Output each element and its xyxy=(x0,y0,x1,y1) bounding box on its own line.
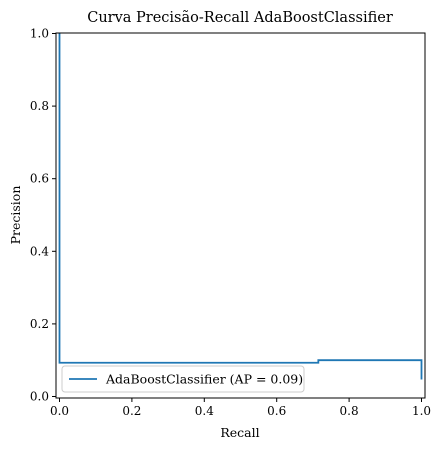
legend: AdaBoostClassifier (AP = 0.09) xyxy=(61,365,305,393)
axes-frame xyxy=(55,32,426,399)
x-tick-label: 0.6 xyxy=(267,404,286,418)
y-tick-label: 1.0 xyxy=(30,27,49,41)
legend-label: AdaBoostClassifier (AP = 0.09) xyxy=(105,372,303,387)
y-tick-label: 0.6 xyxy=(30,172,49,186)
x-tick-label: 1.0 xyxy=(412,404,431,418)
x-tick-label: 0.2 xyxy=(122,404,141,418)
x-tick-label: 0.4 xyxy=(195,404,214,418)
plot-area xyxy=(58,33,423,380)
y-tick-label: 0.0 xyxy=(30,390,49,404)
y-tick-label: 0.4 xyxy=(30,244,49,258)
y-tick-label: 0.8 xyxy=(30,99,49,113)
x-axis-label: Recall xyxy=(220,425,259,440)
y-tick-label: 0.2 xyxy=(30,317,49,331)
x-axis-ticks: 0.0 0.2 0.4 0.6 0.8 1.0 xyxy=(50,398,431,418)
x-tick-label: 0.0 xyxy=(50,404,69,418)
y-axis-label: Precision xyxy=(8,186,23,245)
y-axis-ticks: 0.0 0.2 0.4 0.6 0.8 1.0 xyxy=(30,27,56,404)
chart-title: Curva Precisão-Recall AdaBoostClassifier xyxy=(87,10,393,26)
pr-curve-line-0 xyxy=(58,33,423,380)
x-tick-label: 0.8 xyxy=(340,404,359,418)
legend-box xyxy=(61,365,305,393)
